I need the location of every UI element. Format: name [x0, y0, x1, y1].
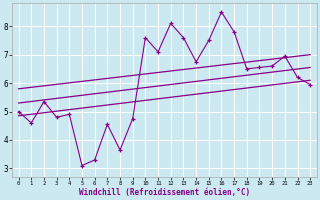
X-axis label: Windchill (Refroidissement éolien,°C): Windchill (Refroidissement éolien,°C): [79, 188, 250, 197]
